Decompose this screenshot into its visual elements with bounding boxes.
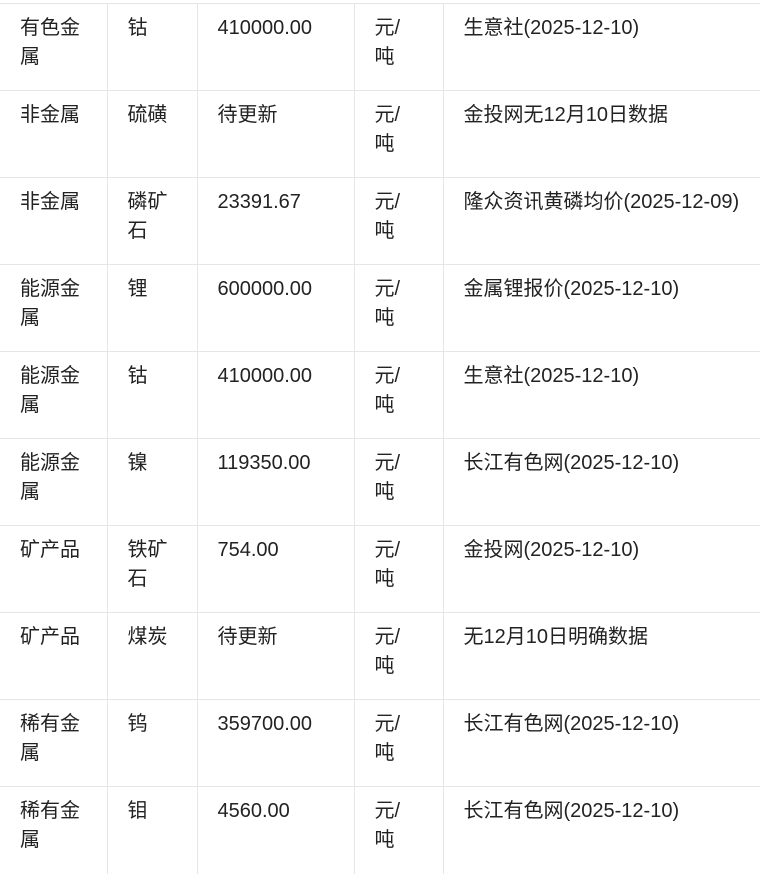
table-row: 能源金属 镍 119350.00 元/吨 长江有色网(2025-12-10) (0, 438, 760, 526)
cell-source: 生意社(2025-12-10) (442, 3, 760, 91)
cell-source: 金属锂报价(2025-12-10) (442, 264, 760, 352)
cell-source: 生意社(2025-12-10) (442, 351, 760, 439)
cell-source: 隆众资讯黄磷均价(2025-12-09) (442, 177, 760, 265)
table-row: 非金属 磷矿石 23391.67 元/吨 隆众资讯黄磷均价(2025-12-09… (0, 177, 760, 265)
cell-source: 长江有色网(2025-12-10) (442, 786, 760, 874)
price-table: 有色金属 钴 410000.00 元/吨 生意社(2025-12-10) 非金属… (0, 3, 760, 874)
cell-unit: 元/吨 (353, 264, 444, 352)
cell-category: 稀有金属 (0, 786, 108, 874)
cell-price: 23391.67 (196, 177, 355, 265)
cell-commodity-name: 硫磺 (106, 90, 198, 178)
cell-commodity-name: 钼 (106, 786, 198, 874)
table-row: 矿产品 铁矿石 754.00 元/吨 金投网(2025-12-10) (0, 525, 760, 613)
cell-commodity-name: 钴 (106, 3, 198, 91)
cell-commodity-name: 锂 (106, 264, 198, 352)
cell-unit: 元/吨 (353, 699, 444, 787)
table-row: 矿产品 煤炭 待更新 元/吨 无12月10日明确数据 (0, 612, 760, 700)
cell-price: 待更新 (196, 612, 355, 700)
cell-category: 稀有金属 (0, 699, 108, 787)
table-row: 稀有金属 钨 359700.00 元/吨 长江有色网(2025-12-10) (0, 699, 760, 787)
cell-price: 待更新 (196, 90, 355, 178)
cell-price: 754.00 (196, 525, 355, 613)
cell-source: 长江有色网(2025-12-10) (442, 438, 760, 526)
cell-category: 非金属 (0, 90, 108, 178)
table-row: 能源金属 锂 600000.00 元/吨 金属锂报价(2025-12-10) (0, 264, 760, 352)
cell-category: 矿产品 (0, 612, 108, 700)
cell-unit: 元/吨 (353, 351, 444, 439)
cell-category: 非金属 (0, 177, 108, 265)
cell-unit: 元/吨 (353, 612, 444, 700)
cell-commodity-name: 磷矿石 (106, 177, 198, 265)
cell-commodity-name: 钨 (106, 699, 198, 787)
cell-price: 600000.00 (196, 264, 355, 352)
table-row: 有色金属 钴 410000.00 元/吨 生意社(2025-12-10) (0, 3, 760, 91)
cell-source: 金投网(2025-12-10) (442, 525, 760, 613)
cell-price: 4560.00 (196, 786, 355, 874)
table-row: 非金属 硫磺 待更新 元/吨 金投网无12月10日数据 (0, 90, 760, 178)
price-table-body: 有色金属 钴 410000.00 元/吨 生意社(2025-12-10) 非金属… (0, 3, 760, 874)
cell-unit: 元/吨 (353, 525, 444, 613)
cell-price: 410000.00 (196, 351, 355, 439)
cell-price: 410000.00 (196, 3, 355, 91)
cell-category: 有色金属 (0, 3, 108, 91)
cell-unit: 元/吨 (353, 177, 444, 265)
cell-price: 119350.00 (196, 438, 355, 526)
cell-commodity-name: 铁矿石 (106, 525, 198, 613)
cell-unit: 元/吨 (353, 90, 444, 178)
cell-source: 金投网无12月10日数据 (442, 90, 760, 178)
cell-commodity-name: 煤炭 (106, 612, 198, 700)
cell-source: 无12月10日明确数据 (442, 612, 760, 700)
cell-unit: 元/吨 (353, 786, 444, 874)
cell-category: 能源金属 (0, 351, 108, 439)
cell-category: 能源金属 (0, 438, 108, 526)
cell-category: 能源金属 (0, 264, 108, 352)
cell-commodity-name: 镍 (106, 438, 198, 526)
cell-unit: 元/吨 (353, 3, 444, 91)
cell-unit: 元/吨 (353, 438, 444, 526)
cell-price: 359700.00 (196, 699, 355, 787)
table-row: 稀有金属 钼 4560.00 元/吨 长江有色网(2025-12-10) (0, 786, 760, 874)
table-row: 能源金属 钴 410000.00 元/吨 生意社(2025-12-10) (0, 351, 760, 439)
cell-category: 矿产品 (0, 525, 108, 613)
cell-source: 长江有色网(2025-12-10) (442, 699, 760, 787)
cell-commodity-name: 钴 (106, 351, 198, 439)
